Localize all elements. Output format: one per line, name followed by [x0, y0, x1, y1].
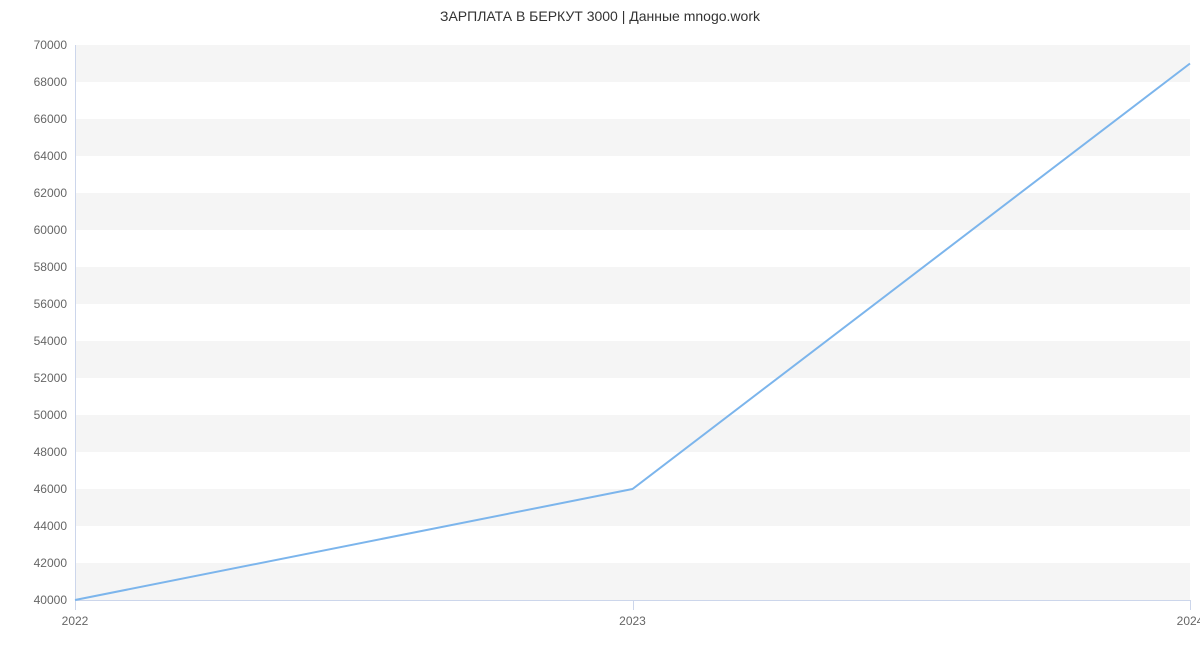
- x-tick-label: 2022: [62, 614, 89, 628]
- y-tick-label: 64000: [7, 149, 67, 163]
- x-tick-label: 2024: [1177, 614, 1200, 628]
- salary-line-chart: ЗАРПЛАТА В БЕРКУТ 3000 | Данные mnogo.wo…: [0, 0, 1200, 650]
- x-tick-mark: [1190, 600, 1191, 610]
- y-tick-label: 58000: [7, 260, 67, 274]
- y-tick-label: 44000: [7, 519, 67, 533]
- series-line: [75, 45, 1190, 600]
- y-tick-label: 66000: [7, 112, 67, 126]
- y-tick-label: 52000: [7, 371, 67, 385]
- y-tick-label: 42000: [7, 556, 67, 570]
- y-tick-label: 54000: [7, 334, 67, 348]
- y-tick-label: 50000: [7, 408, 67, 422]
- y-tick-label: 40000: [7, 593, 67, 607]
- x-tick-label: 2023: [619, 614, 646, 628]
- x-tick-mark: [75, 600, 76, 610]
- y-tick-label: 56000: [7, 297, 67, 311]
- y-tick-label: 70000: [7, 38, 67, 52]
- y-tick-label: 68000: [7, 75, 67, 89]
- plot-area: 4000042000440004600048000500005200054000…: [75, 45, 1190, 600]
- y-tick-label: 48000: [7, 445, 67, 459]
- x-tick-mark: [633, 600, 634, 610]
- y-tick-label: 62000: [7, 186, 67, 200]
- salary-series-path: [75, 64, 1190, 601]
- chart-title: ЗАРПЛАТА В БЕРКУТ 3000 | Данные mnogo.wo…: [0, 8, 1200, 24]
- y-tick-label: 60000: [7, 223, 67, 237]
- y-tick-label: 46000: [7, 482, 67, 496]
